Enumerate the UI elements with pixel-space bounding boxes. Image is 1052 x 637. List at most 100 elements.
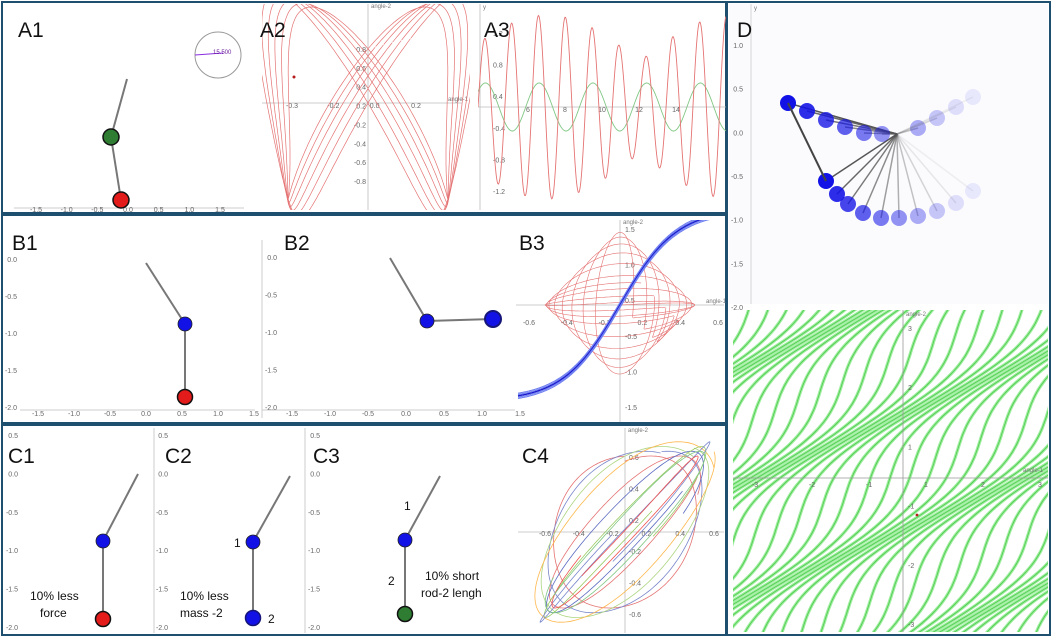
tick-label: 0.5 bbox=[177, 411, 187, 418]
tick-label: 0.5 bbox=[158, 433, 168, 440]
axis-title-b3-y: angle-2 bbox=[623, 220, 644, 226]
tick-label: -2.0 bbox=[265, 405, 277, 412]
streamline-core bbox=[899, 466, 1048, 632]
streamline-core bbox=[733, 310, 884, 481]
tick-label: 1.5 bbox=[625, 227, 635, 234]
streamline-core bbox=[887, 462, 1048, 632]
panel-c3: 0.5 0.0 -0.5 -1.0 -1.5 -2.0 1 2 10% short rod… bbox=[304, 428, 482, 633]
label-d: D bbox=[737, 19, 752, 42]
label-a3: A3 bbox=[484, 19, 510, 42]
tick-label: -1.0 bbox=[156, 548, 168, 555]
tick-label: 8 bbox=[563, 107, 567, 114]
panel-b1: -1.5 -1.0 -0.5 0.0 0.5 1.0 1.5 0.0-0.5-1.0-1.5… bbox=[5, 232, 259, 418]
tick-label: 14 bbox=[672, 107, 680, 114]
tick-label: 0.0 bbox=[267, 255, 277, 262]
tick-label: 0.6 bbox=[709, 531, 719, 538]
streamline-core bbox=[733, 310, 934, 510]
tick-label: 0.6 bbox=[356, 66, 366, 73]
axis-title-a3-y: y bbox=[483, 5, 486, 11]
y-ticks-d-top: 1.0 0.5 0.0 -0.5 -1.0 -1.5 -2.0 bbox=[731, 43, 743, 312]
bob-2 bbox=[112, 191, 130, 209]
bob-2 bbox=[484, 310, 502, 328]
tick-label: 2 bbox=[981, 482, 985, 489]
tick-label: 0.8 bbox=[493, 63, 503, 70]
tick-label: -2.0 bbox=[6, 625, 18, 632]
tick-label: -1.0 bbox=[308, 548, 320, 555]
tick-label: 1.5 bbox=[215, 207, 225, 214]
bob-2-snapshot bbox=[829, 186, 845, 202]
c3-bob2-label: 2 bbox=[388, 574, 395, 588]
tick-label: 0.0 bbox=[123, 207, 133, 214]
x-ticks-b2: -1.5 -1.0 -0.5 0.0 0.5 1.0 1.5 bbox=[286, 411, 525, 418]
rod-1 bbox=[110, 78, 128, 138]
y-ticks-a3: 1.2 0.8 0.4 -0.4 -0.8 -1.2 bbox=[493, 31, 505, 196]
label-b2: B2 bbox=[284, 232, 310, 255]
bob-2-snapshot bbox=[855, 205, 871, 221]
label-c2: C2 bbox=[165, 445, 192, 468]
current-point bbox=[292, 75, 296, 79]
rod-2-snapshot bbox=[896, 133, 938, 212]
bob-2 bbox=[94, 610, 112, 628]
row-b-frame bbox=[1, 214, 727, 424]
streamline-core bbox=[733, 339, 1048, 616]
current-rod bbox=[787, 102, 827, 182]
tick-label: -1.5 bbox=[156, 587, 168, 594]
bob-2-snapshot bbox=[840, 196, 856, 212]
y-ticks-b2: 0.0 -0.5 -1.0 -1.5 -2.0 bbox=[265, 255, 277, 412]
tick-label: -0.8 bbox=[493, 157, 505, 164]
rod-2 bbox=[426, 318, 494, 322]
c3-annotation-line2: rod-2 lengh bbox=[421, 586, 482, 600]
tick-label: 2 bbox=[908, 385, 912, 392]
c3-annotation-line1: 10% short bbox=[425, 569, 480, 583]
rod-1-snapshot bbox=[896, 117, 938, 135]
tick-label: -0.5 bbox=[156, 510, 168, 517]
bob-1 bbox=[419, 313, 435, 329]
axis-title-d-y: y bbox=[754, 6, 757, 12]
trajectory-loop bbox=[547, 450, 703, 614]
rod-1 bbox=[389, 257, 428, 322]
c1-annotation-line1: 10% less bbox=[30, 589, 79, 603]
label-a2: A2 bbox=[260, 19, 286, 42]
streamline-core bbox=[733, 310, 805, 370]
streamline-core bbox=[839, 410, 1048, 632]
y-ticks-b3: 1.51.00.5-0.5-1.0-1.5 bbox=[625, 227, 637, 412]
streamline-core bbox=[945, 562, 1048, 632]
bob-2 bbox=[244, 609, 262, 627]
tick-label: -0.4 bbox=[561, 320, 573, 327]
tick-label: -0.2 bbox=[327, 103, 339, 110]
tick-label: 0.0 bbox=[7, 257, 17, 264]
time-series-a3 bbox=[478, 14, 726, 200]
label-c4: C4 bbox=[522, 445, 549, 468]
tick-label: 0.2 bbox=[356, 104, 366, 111]
rod-1-snapshot bbox=[896, 96, 974, 135]
marker-point bbox=[915, 513, 919, 517]
bob-2-snapshot bbox=[910, 208, 926, 224]
tick-label: -1 bbox=[908, 504, 914, 511]
tick-label: 3 bbox=[908, 326, 912, 333]
tick-label: -0.5 bbox=[625, 334, 637, 341]
tick-label: -1.5 bbox=[32, 411, 44, 418]
streamline-core bbox=[733, 310, 891, 486]
panel-a1: A1 -1.5 -1.0 -0.5 0.0 0.5 1.0 1.5 15.500 bbox=[14, 19, 244, 214]
trajectory-loop bbox=[267, 4, 469, 210]
streamline-core bbox=[733, 310, 949, 543]
rod-2-snapshot bbox=[862, 133, 898, 214]
trajectory-loop bbox=[595, 232, 656, 375]
tick-label: 1 bbox=[924, 482, 928, 489]
tick-label: -0.8 bbox=[354, 179, 366, 186]
trajectory-loop bbox=[571, 243, 675, 360]
tick-label: -0.6 bbox=[523, 320, 535, 327]
trajectory-loop bbox=[544, 450, 706, 614]
tick-label: -0.5 bbox=[5, 294, 17, 301]
trajectory-s-curve bbox=[517, 220, 695, 394]
bob-2-snapshot bbox=[929, 203, 945, 219]
streamline-core bbox=[909, 470, 1048, 632]
tick-label: -1.5 bbox=[30, 207, 42, 214]
trajectory-loop bbox=[561, 252, 679, 349]
tick-label: 0.8 bbox=[356, 47, 366, 54]
y-ticks-c1: 0.5 0.0 -0.5 -1.0 -1.5 -2.0 bbox=[6, 433, 18, 632]
tick-label: -2.0 bbox=[5, 405, 17, 412]
x-ticks-a2: -0.3 -0.2 0.0 0.2 bbox=[286, 103, 421, 110]
bob-1-snapshot bbox=[799, 103, 815, 119]
